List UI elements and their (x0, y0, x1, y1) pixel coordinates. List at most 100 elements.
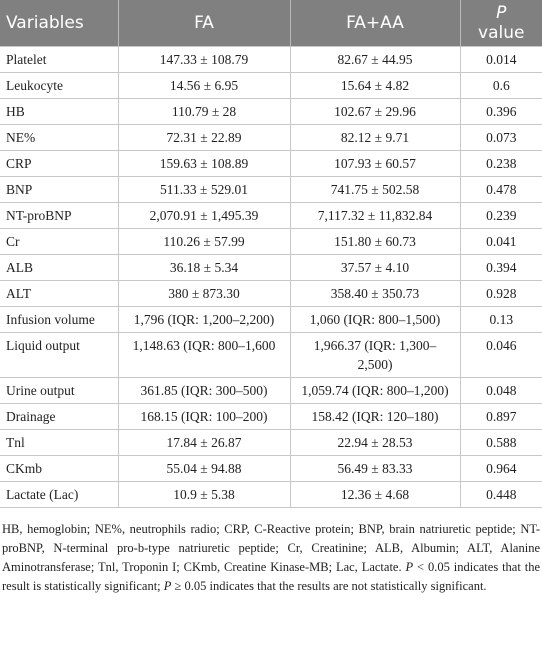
table-cell: 110.26 ± 57.99 (117, 228, 290, 255)
table-row: HB 110.79 ± 28 102.67 ± 29.96 0.396 (0, 98, 542, 125)
table-cell: 0.014 (459, 46, 542, 73)
table-cell: 361.85 (IQR: 300–500) (117, 377, 290, 404)
table-cell: 0.588 (459, 429, 542, 456)
table-row: Platelet 147.33 ± 108.79 82.67 ± 44.95 0.01… (0, 46, 542, 73)
row-label: Liquid output (0, 332, 118, 378)
table-cell: 0.046 (459, 332, 542, 378)
header-cell: FA+AA (289, 0, 460, 47)
footnote-italic: P (163, 579, 172, 593)
table-cell: 36.18 ± 5.34 (117, 254, 290, 281)
table-cell: 107.93 ± 60.57 (289, 150, 460, 177)
row-label: HB (0, 98, 118, 125)
table-cell: 82.67 ± 44.95 (289, 46, 460, 73)
table-row: NE% 72.31 ± 22.89 82.12 ± 9.71 0.073 (0, 124, 542, 151)
table-cell: 0.6 (459, 72, 542, 99)
header-text: value (478, 23, 525, 43)
footnote-text: ≥ 0.05 indicates that the results are no… (171, 579, 487, 593)
row-label: Cr (0, 228, 118, 255)
table-cell: 511.33 ± 529.01 (117, 176, 290, 203)
header-italic: P (496, 3, 507, 23)
table-cell: 0.239 (459, 202, 542, 229)
table-cell: 380 ± 873.30 (117, 280, 290, 307)
table-row: BNP 511.33 ± 529.01 741.75 ± 502.58 0.478 (0, 176, 542, 203)
table-cell: 2,070.91 ± 1,495.39 (117, 202, 290, 229)
table-cell: 56.49 ± 83.33 (289, 455, 460, 482)
table-row: Lactate (Lac) 10.9 ± 5.38 12.36 ± 4.68 0.44… (0, 481, 542, 508)
row-label: Leukocyte (0, 72, 118, 99)
table-cell: 158.42 (IQR: 120–180) (289, 403, 460, 430)
table-row: Cr 110.26 ± 57.99 151.80 ± 60.73 0.041 (0, 228, 542, 255)
table-cell: 37.57 ± 4.10 (289, 254, 460, 281)
row-label: NE% (0, 124, 118, 151)
table-row: Liquid output 1,148.63 (IQR: 800–1,600 1,9… (0, 332, 542, 378)
row-label: Lactate (Lac) (0, 481, 118, 508)
table-cell: 147.33 ± 108.79 (117, 46, 290, 73)
table-cell: 12.36 ± 4.68 (289, 481, 460, 508)
table-cell: 741.75 ± 502.58 (289, 176, 460, 203)
footnote: HB, hemoglobin; NE%, neutrophils radio; … (0, 508, 542, 596)
row-label: ALT (0, 280, 118, 307)
table-cell: 159.63 ± 108.89 (117, 150, 290, 177)
row-label: Drainage (0, 403, 118, 430)
table-cell: 0.448 (459, 481, 542, 508)
table-row: Tnl 17.84 ± 26.87 22.94 ± 28.53 0.588 (0, 429, 542, 456)
table-cell: 1,060 (IQR: 800–1,500) (289, 306, 460, 333)
row-label: BNP (0, 176, 118, 203)
table-cell: 358.40 ± 350.73 (289, 280, 460, 307)
table-cell: 72.31 ± 22.89 (117, 124, 290, 151)
table-row: Infusion volume 1,796 (IQR: 1,200–2,200) 1… (0, 306, 542, 333)
table-row: CRP 159.63 ± 108.89 107.93 ± 60.57 0.238 (0, 150, 542, 177)
table-cell: 0.964 (459, 455, 542, 482)
table-cell: 0.073 (459, 124, 542, 151)
table-cell: 0.048 (459, 377, 542, 404)
table-cell: 0.928 (459, 280, 542, 307)
table-cell: 151.80 ± 60.73 (289, 228, 460, 255)
table-body: Platelet 147.33 ± 108.79 82.67 ± 44.95 0.01… (0, 46, 542, 508)
table-cell: 0.041 (459, 228, 542, 255)
row-label: ALB (0, 254, 118, 281)
row-label: CRP (0, 150, 118, 177)
table-row: ALB 36.18 ± 5.34 37.57 ± 4.10 0.394 (0, 254, 542, 281)
table-cell: 15.64 ± 4.82 (289, 72, 460, 99)
row-label: NT-proBNP (0, 202, 118, 229)
footnote-text: HB, hemoglobin; NE%, neutrophils radio; … (2, 522, 540, 574)
row-label: Infusion volume (0, 306, 118, 333)
footnote-text: < 0.05 indicates that the result is stat… (2, 560, 540, 593)
table-cell: 0.394 (459, 254, 542, 281)
row-label: CKmb (0, 455, 118, 482)
table-row: CKmb 55.04 ± 94.88 56.49 ± 83.33 0.964 (0, 455, 542, 482)
table-row: Drainage 168.15 (IQR: 100–200) 158.42 (IQR… (0, 403, 542, 430)
header-cell: Variables (0, 0, 118, 47)
table-cell: 7,117.32 ± 11,832.84 (289, 202, 460, 229)
table-cell: 0.396 (459, 98, 542, 125)
table-cell: 110.79 ± 28 (117, 98, 290, 125)
table-cell: 22.94 ± 28.53 (289, 429, 460, 456)
table-cell: 0.13 (459, 306, 542, 333)
header-cell: FA (117, 0, 290, 47)
table-cell: 14.56 ± 6.95 (117, 72, 290, 99)
table-cell: 17.84 ± 26.87 (117, 429, 290, 456)
row-label: Platelet (0, 46, 118, 73)
row-label: Urine output (0, 377, 118, 404)
table-row: ALT 380 ± 873.30 358.40 ± 350.73 0.928 (0, 280, 542, 307)
table-row: Leukocyte 14.56 ± 6.95 15.64 ± 4.82 0.6 (0, 72, 542, 99)
table-cell: 102.67 ± 29.96 (289, 98, 460, 125)
table-row: NT-proBNP 2,070.91 ± 1,495.39 7,117.32 ± 1… (0, 202, 542, 229)
table-cell: 0.478 (459, 176, 542, 203)
footnote-italic: P (405, 560, 414, 574)
table-cell: 10.9 ± 5.38 (117, 481, 290, 508)
table-cell: 1,059.74 (IQR: 800–1,200) (289, 377, 460, 404)
table-cell: 1,966.37 (IQR: 1,300–2,500) (289, 332, 460, 378)
table-cell: 82.12 ± 9.71 (289, 124, 460, 151)
table-row: Urine output 361.85 (IQR: 300–500) 1,059.7… (0, 377, 542, 404)
table-cell: 0.897 (459, 403, 542, 430)
table-cell: 0.238 (459, 150, 542, 177)
row-label: Tnl (0, 429, 118, 456)
table-cell: 1,796 (IQR: 1,200–2,200) (117, 306, 290, 333)
table-cell: 168.15 (IQR: 100–200) (117, 403, 290, 430)
